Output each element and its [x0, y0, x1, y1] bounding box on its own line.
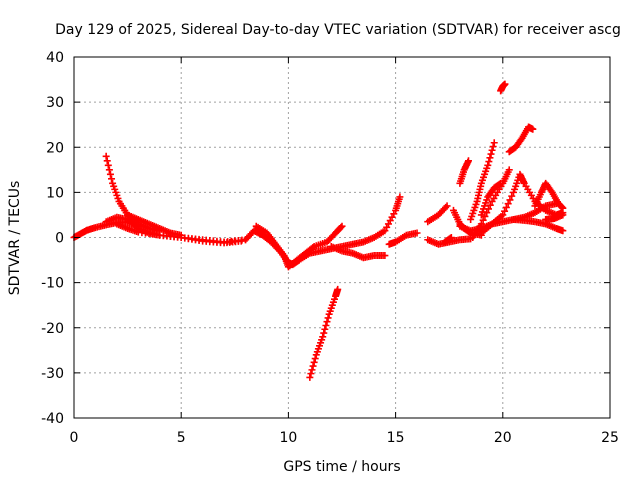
series-s8 — [306, 285, 342, 381]
series-s25 — [531, 179, 567, 212]
data-point — [442, 203, 450, 211]
data-point — [337, 223, 345, 231]
y-tick-label: 20 — [46, 140, 64, 156]
data-point — [489, 142, 497, 150]
series-s24 — [510, 215, 567, 235]
data-point — [413, 229, 421, 237]
y-tick-label: -40 — [41, 411, 64, 427]
data-point — [108, 175, 116, 183]
axis-ticks — [73, 56, 611, 419]
series-s11 — [385, 229, 421, 248]
data-point — [309, 362, 317, 370]
y-axis-label: SDTVAR / TECUs — [7, 181, 23, 296]
data-point — [559, 211, 567, 219]
data-point — [308, 366, 316, 374]
data-point — [396, 193, 404, 201]
x-tick-label: 5 — [177, 430, 186, 446]
data-point — [237, 237, 245, 245]
series-s5 — [124, 211, 185, 239]
data-point — [447, 234, 455, 241]
data-point — [310, 358, 318, 366]
data-point — [106, 170, 114, 178]
data-point — [443, 202, 451, 210]
x-tick-label: 0 — [70, 430, 79, 446]
data-point — [307, 370, 315, 378]
data-point — [504, 200, 512, 208]
x-tick-labels: 0 5 10 15 20 25 — [70, 430, 619, 446]
series-s22 — [497, 80, 509, 95]
data-point — [324, 314, 332, 322]
chart-title: Day 129 of 2025, Sidereal Day-to-day VTE… — [55, 22, 621, 38]
series-s21 — [477, 179, 505, 219]
data-point — [485, 158, 493, 166]
y-tick-label: 0 — [55, 231, 64, 247]
data-point — [177, 231, 185, 239]
series-s4 — [113, 220, 245, 247]
grid-lines — [74, 57, 610, 418]
series-s19 — [469, 166, 513, 241]
data-point — [311, 355, 319, 363]
data-point — [501, 207, 509, 215]
data-point — [321, 325, 329, 333]
y-tick-label: 40 — [46, 50, 64, 66]
data-point — [497, 179, 505, 187]
series-s18 — [467, 139, 498, 223]
y-tick-label: -20 — [41, 321, 64, 337]
data-point — [102, 152, 110, 160]
series-s12 — [424, 202, 451, 226]
series-s16 — [456, 157, 472, 187]
data-point — [323, 318, 331, 326]
data-point — [502, 203, 510, 211]
x-tick-label: 15 — [387, 430, 405, 446]
data-point — [559, 227, 567, 235]
data-point — [505, 166, 513, 174]
data-point — [508, 192, 516, 200]
data-point — [381, 252, 389, 260]
data-point — [506, 196, 514, 204]
data-point — [486, 154, 494, 162]
series-s26 — [542, 211, 567, 223]
y-tick-labels: -40 -30 -20 -10 0 10 20 30 40 — [41, 50, 64, 427]
data-point — [481, 212, 489, 220]
data-point — [320, 329, 328, 337]
data-point — [334, 285, 342, 293]
data-point — [105, 166, 113, 174]
x-axis-label: GPS time / hours — [283, 459, 400, 475]
data-point — [104, 161, 112, 169]
y-tick-label: 10 — [46, 185, 64, 201]
series-s23 — [505, 123, 537, 156]
data-point — [501, 80, 509, 88]
y-tick-label: -30 — [41, 366, 64, 382]
y-tick-label: -10 — [41, 276, 64, 292]
data-point — [484, 161, 492, 169]
series-s14 — [441, 234, 455, 246]
data-point — [319, 333, 327, 341]
data-point — [487, 150, 495, 158]
data-point — [559, 204, 567, 212]
x-tick-label: 25 — [601, 430, 619, 446]
series-s7 — [252, 222, 346, 271]
data-point — [464, 157, 472, 165]
data-point — [490, 139, 498, 147]
data-point — [499, 211, 507, 219]
data-point — [103, 157, 111, 165]
series-s20 — [477, 170, 567, 237]
y-tick-label: 30 — [46, 95, 64, 111]
data-points — [70, 80, 567, 381]
x-tick-label: 10 — [279, 430, 297, 446]
data-point — [306, 373, 314, 381]
data-point — [338, 222, 346, 230]
data-point — [477, 220, 485, 228]
data-point — [322, 321, 330, 329]
data-point — [479, 216, 487, 224]
x-tick-label: 20 — [494, 430, 512, 446]
series-s10 — [327, 243, 389, 262]
data-point — [488, 146, 496, 154]
data-point — [529, 125, 537, 133]
